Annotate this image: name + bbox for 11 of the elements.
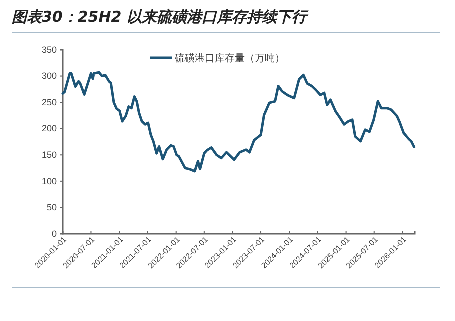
- y-tick-label: 50: [46, 202, 57, 213]
- y-tick-label: 350: [42, 44, 57, 55]
- line-series: [62, 71, 416, 173]
- y-tick-label: 0: [52, 228, 57, 239]
- y-tick-label: 200: [42, 124, 57, 134]
- legend-label: 硫磺港口库存量（万吨）: [175, 52, 285, 64]
- y-tick-label: 250: [42, 97, 57, 108]
- y-tick-label: 150: [42, 150, 57, 160]
- chart-title: 图表30：25H2 以来硫磺港口库存持续下行: [12, 8, 309, 26]
- y-tick-label: 300: [42, 71, 57, 82]
- y-tick-label: 100: [42, 176, 57, 186]
